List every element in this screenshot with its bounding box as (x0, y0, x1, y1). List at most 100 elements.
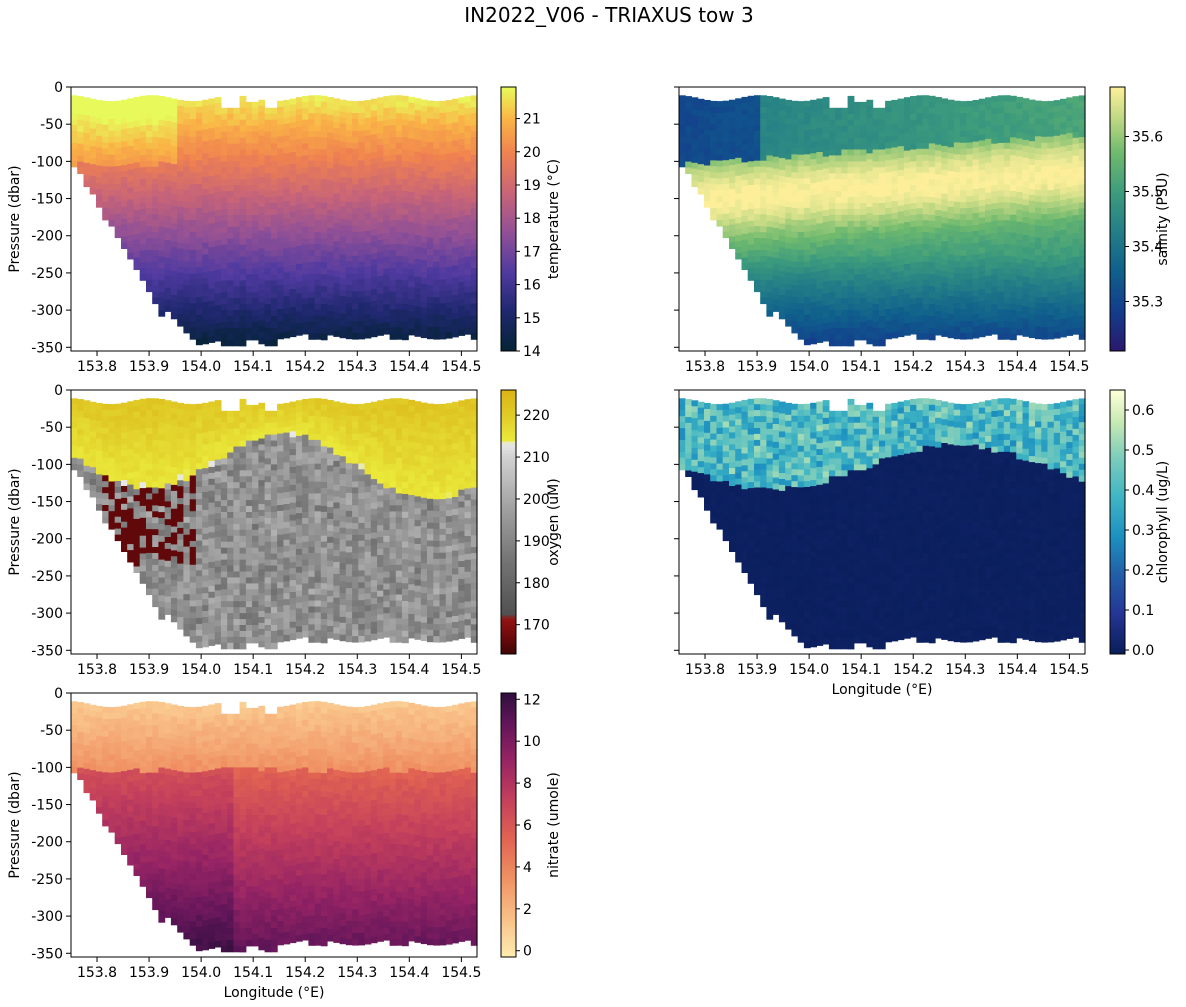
heatmap-cell (127, 223, 134, 230)
heatmap-cell (146, 285, 153, 293)
colorbar-segment (1110, 237, 1125, 241)
heatmap-cell (158, 149, 166, 157)
heatmap-cell (245, 244, 253, 252)
heatmap-cell (214, 192, 222, 199)
heatmap-cell (1066, 145, 1074, 152)
heatmap-cell (972, 308, 980, 315)
heatmap-cell (922, 220, 930, 227)
heatmap-cell (233, 268, 241, 275)
heatmap-cell (71, 434, 78, 441)
heatmap-cell (1060, 122, 1067, 130)
heatmap-cell (364, 326, 372, 333)
heatmap-cell (170, 98, 178, 106)
colorbar-segment (501, 327, 516, 331)
heatmap-cell (710, 208, 717, 215)
heatmap-cell (277, 106, 284, 114)
heatmap-cell (747, 262, 755, 269)
heatmap-cell (383, 280, 391, 287)
heatmap-cell (928, 292, 936, 299)
heatmap-cell (897, 140, 905, 147)
heatmap-cell (1041, 285, 1049, 292)
heatmap-cells-temperature (71, 95, 478, 347)
heatmap-cell (685, 167, 692, 174)
heatmap-cell (277, 202, 284, 209)
heatmap-cell (891, 171, 899, 178)
heatmap-cell (866, 177, 874, 184)
heatmap-cell (245, 209, 253, 216)
heatmap-cell (433, 297, 441, 304)
heatmap-cell (785, 129, 792, 137)
heatmap-cell (885, 291, 892, 298)
heatmap-cell (872, 274, 880, 281)
heatmap-cell (464, 114, 472, 121)
heatmap-cell (133, 186, 141, 193)
heatmap-cell (953, 291, 961, 298)
heatmap-cell (77, 167, 84, 174)
heatmap-cell (941, 187, 949, 195)
heatmap-cell (991, 179, 999, 186)
heatmap-cell (302, 280, 309, 287)
heatmap-cell (972, 230, 980, 238)
heatmap-cell (439, 118, 447, 126)
heatmap-cell (841, 173, 849, 180)
heatmap-cell (152, 125, 159, 132)
heatmap-cell (445, 141, 453, 149)
heatmap-cell (1078, 154, 1086, 162)
heatmap-cell (816, 229, 824, 236)
heatmap-cell (121, 135, 128, 142)
heatmap-cell (164, 269, 172, 277)
heatmap-cell (966, 285, 974, 292)
heatmap-cell (953, 255, 961, 262)
heatmap-cell (220, 339, 228, 347)
heatmap-cell (333, 146, 341, 153)
heatmap-cell (953, 160, 961, 167)
heatmap-cell (258, 290, 266, 297)
heatmap-cell (352, 154, 359, 162)
heatmap-cell (395, 279, 403, 287)
heatmap-cell (358, 267, 366, 274)
heatmap-cell (146, 208, 153, 215)
heatmap-cell (345, 297, 353, 304)
heatmap-cell (464, 268, 472, 276)
heatmap-cell (208, 169, 216, 177)
heatmap-cell (778, 170, 786, 177)
colorbar-segment (501, 120, 516, 124)
heatmap-cell (803, 314, 811, 322)
heatmap-cell (766, 221, 774, 228)
y-tick-label: -250 (31, 266, 63, 282)
heatmap-cell (245, 203, 253, 210)
heatmap-cell (277, 243, 284, 251)
heatmap-cell (710, 172, 717, 179)
heatmap-cell (377, 156, 384, 164)
heatmap-cell (345, 112, 353, 120)
heatmap-cell (778, 235, 786, 242)
heatmap-cell (841, 179, 849, 186)
heatmap-cell (408, 150, 416, 157)
colorbar-segment (1110, 189, 1125, 193)
heatmap-cell (1053, 248, 1061, 256)
heatmap-cell (866, 230, 874, 238)
heatmap-cell (985, 246, 992, 253)
heatmap-cell (778, 158, 786, 165)
heatmap-cell (1047, 160, 1055, 167)
heatmap-cell (866, 218, 874, 226)
heatmap-cell (152, 178, 159, 186)
heatmap-cell (1028, 153, 1036, 160)
heatmap-cell (414, 157, 422, 165)
heatmap-cell (1010, 220, 1017, 228)
heatmap-cell (327, 323, 334, 330)
heatmap-cell (320, 238, 328, 246)
heatmap-cell (972, 201, 980, 208)
heatmap-cell (1035, 219, 1042, 227)
heatmap-cell (1016, 293, 1024, 300)
heatmap-cell (991, 161, 999, 168)
heatmap-cell (997, 297, 1005, 305)
heatmap-cell (102, 154, 109, 161)
heatmap-cell (1022, 324, 1030, 331)
heatmap-cell (383, 179, 391, 186)
heatmap-cell (710, 148, 717, 155)
heatmap-cell (953, 100, 961, 108)
heatmap-cell (1047, 285, 1055, 292)
heatmap-cell (891, 189, 899, 196)
heatmap-cell (464, 96, 472, 103)
